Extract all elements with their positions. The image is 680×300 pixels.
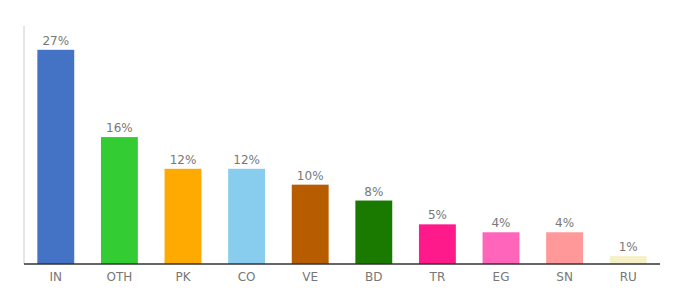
x-tick-label: IN bbox=[50, 270, 63, 284]
x-tick-label: SN bbox=[556, 270, 573, 284]
bar bbox=[546, 232, 583, 264]
bar bbox=[101, 137, 138, 264]
data-label: 12% bbox=[233, 153, 260, 167]
data-label: 27% bbox=[42, 34, 69, 48]
x-tick-label: EG bbox=[493, 270, 510, 284]
data-label: 4% bbox=[555, 216, 574, 230]
x-tick-label: VE bbox=[302, 270, 318, 284]
chart-svg: 27% 16% 12% 12% 10% 8% 5% 4% 4% 1% IN OTH PK CO VE BD TR… bbox=[0, 0, 680, 300]
x-tick-label: PK bbox=[175, 270, 191, 284]
bar bbox=[228, 169, 265, 264]
chart-container: 27% 16% 12% 12% 10% 8% 5% 4% 4% 1% IN OTH PK CO VE BD TR… bbox=[0, 0, 680, 300]
data-label: 16% bbox=[106, 121, 133, 135]
bar bbox=[355, 201, 392, 264]
y-axis-line bbox=[24, 26, 25, 264]
data-label: 5% bbox=[428, 208, 447, 222]
x-tick-label: RU bbox=[620, 270, 637, 284]
data-label: 8% bbox=[364, 185, 383, 199]
x-tick-label: BD bbox=[365, 270, 382, 284]
x-tick-label: TR bbox=[429, 270, 446, 284]
x-tick-label: CO bbox=[238, 270, 256, 284]
data-label: 4% bbox=[491, 216, 510, 230]
bar bbox=[610, 256, 647, 264]
bars bbox=[37, 50, 646, 264]
x-axis-line bbox=[24, 263, 660, 265]
bar bbox=[165, 169, 202, 264]
data-label: 1% bbox=[619, 240, 638, 254]
bar bbox=[483, 232, 520, 264]
bar bbox=[292, 185, 329, 264]
x-tick-label: OTH bbox=[106, 270, 132, 284]
data-label: 10% bbox=[297, 169, 324, 183]
bar bbox=[419, 224, 456, 264]
bar bbox=[37, 50, 74, 264]
data-label: 12% bbox=[170, 153, 197, 167]
